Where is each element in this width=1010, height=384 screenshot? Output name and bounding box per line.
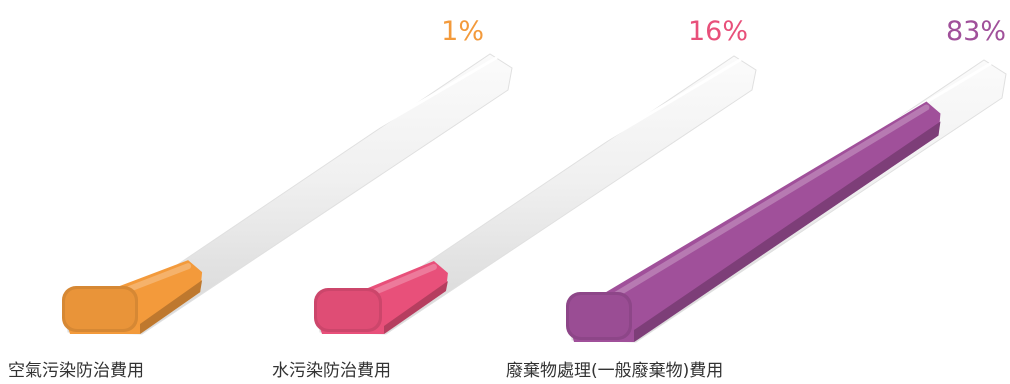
bar-value-label: 1% [441, 16, 484, 47]
bar-fill-shade [634, 121, 941, 342]
bar-end-cap-face [569, 295, 629, 337]
bar-sleeve-highlight [322, 58, 742, 310]
bar-fill-gloss [581, 104, 930, 317]
bar-end-cap-face [65, 289, 135, 329]
bar-group [62, 53, 513, 335]
bar-group [566, 59, 1007, 343]
bars-layer [62, 53, 1007, 343]
labels-layer: 1% 空氣污染防治費用 16% 水污染防治費用 83% 廢棄物處理(一般廢棄物)費用 [8, 16, 1006, 381]
bar-fill-shade [140, 280, 203, 334]
category-label: 空氣污染防治費用 [8, 361, 144, 381]
bar-fill-shade [384, 280, 448, 334]
bar-fill [568, 101, 941, 342]
bar-sleeve-highlight [70, 56, 498, 308]
bar-value-label: 16% [688, 16, 748, 47]
category-label: 廢棄物處理(一般廢棄物)費用 [506, 361, 723, 381]
bar-end-cap-face [317, 291, 379, 329]
bar-group [314, 55, 757, 335]
bar-value-label: 83% [946, 16, 1006, 47]
category-label: 水污染防治費用 [272, 361, 391, 381]
